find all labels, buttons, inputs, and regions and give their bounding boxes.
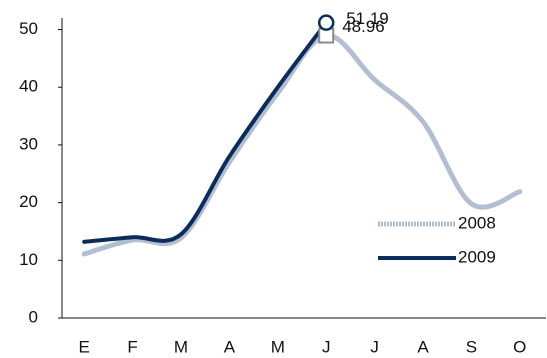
y-tick-label: 40 [19,77,38,96]
y-tick-label: 20 [19,192,38,211]
legend-label: 2008 [458,213,496,232]
x-tick-label: J [322,337,331,356]
y-tick-label: 50 [19,19,38,38]
x-tick-label: J [370,337,379,356]
data-label: 51.19 [346,9,389,28]
x-tick-label: O [513,337,526,356]
legend-label: 2009 [458,247,496,266]
y-tick-label: 0 [29,307,38,326]
x-tick-label: A [224,337,236,356]
x-tick-label: S [466,337,477,356]
series-line [82,20,329,244]
point-marker [317,14,335,31]
x-tick-label: M [271,337,285,356]
x-tick-label: M [174,337,188,356]
x-tick-label: A [417,337,429,356]
series-line [81,33,523,257]
x-tick-label: F [127,337,137,356]
x-tick-label: E [79,337,90,356]
y-tick-label: 30 [19,134,38,153]
y-tick-label: 10 [19,250,38,269]
data-label: 48.96 [342,17,385,36]
